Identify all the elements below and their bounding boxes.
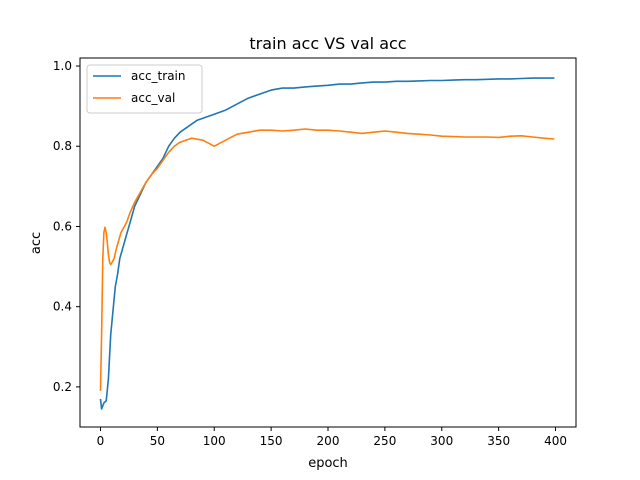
legend-label-acc_train: acc_train xyxy=(131,69,185,83)
x-tick-label: 100 xyxy=(203,434,226,448)
plot-area: 0 50 100 150 200 250 300 350 400 0.2 0.4 0.6 0.8 1.0 xyxy=(53,57,577,448)
x-tick-label: 300 xyxy=(430,434,453,448)
legend-label-acc_val: acc_val xyxy=(131,91,175,105)
x-tick-label: 0 xyxy=(97,434,105,448)
y-tick-label: 0.6 xyxy=(53,219,72,233)
y-axis-label: acc xyxy=(29,232,44,254)
x-tick-label: 150 xyxy=(260,434,283,448)
x-tick-label: 400 xyxy=(544,434,567,448)
y-tick-label: 0.8 xyxy=(53,139,72,153)
series-line-acc_val xyxy=(99,128,555,391)
series-line-acc_train xyxy=(99,77,555,410)
y-tick-label: 1.0 xyxy=(53,59,72,73)
x-tick-label: 50 xyxy=(150,434,165,448)
chart-title: train acc VS val acc xyxy=(249,34,406,53)
x-tick-label: 350 xyxy=(487,434,510,448)
y-tick-label: 0.4 xyxy=(53,300,72,314)
x-axis-label: epoch xyxy=(308,456,348,471)
legend-box xyxy=(86,64,203,114)
legend: acc_train acc_val xyxy=(86,64,203,114)
x-tick-label: 200 xyxy=(317,434,340,448)
y-tick-label: 0.2 xyxy=(53,380,72,394)
x-tick-label: 250 xyxy=(373,434,396,448)
